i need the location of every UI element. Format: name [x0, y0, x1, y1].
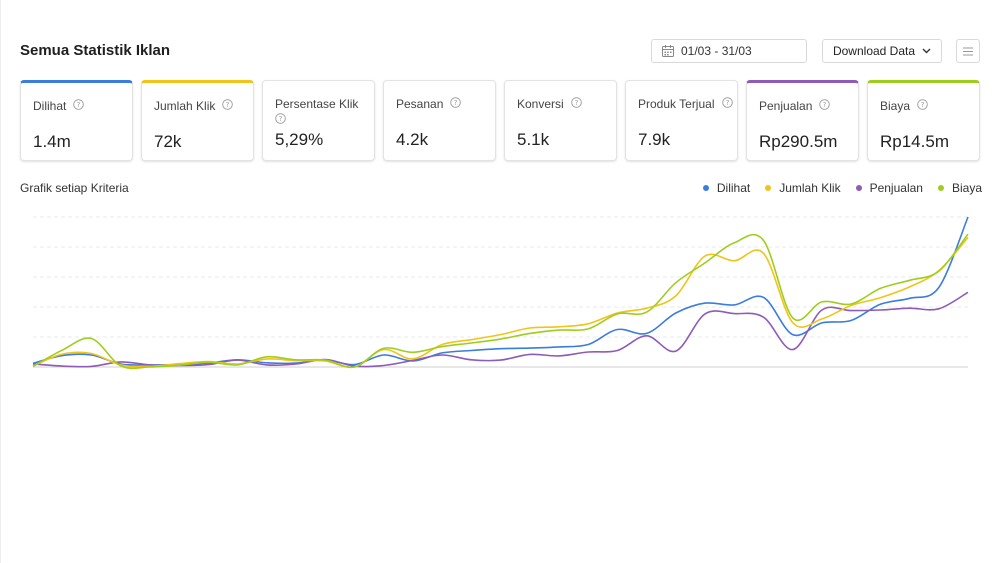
metric-value: 72k — [154, 132, 182, 151]
metric-card-konversi[interactable]: Konversi? 5.1k — [504, 80, 617, 161]
calendar-icon — [662, 45, 674, 57]
legend-label: Dilihat — [716, 181, 751, 195]
svg-text:?: ? — [279, 115, 283, 123]
metric-card-pesanan[interactable]: Pesanan? 4.2k — [383, 80, 496, 161]
metric-card-produk-terjual[interactable]: Produk Terjual? 7.9k — [625, 80, 738, 161]
metric-value: 7.9k — [638, 130, 671, 149]
legend-item-dilihat[interactable]: Dilihat — [702, 181, 751, 195]
left-rule — [0, 0, 1, 563]
legend-item-biaya[interactable]: Biaya — [937, 181, 982, 195]
metric-card-dilihat[interactable]: Dilihat? 1.4m — [20, 80, 133, 161]
chevron-down-icon — [922, 48, 931, 54]
metric-card-persentase-klik[interactable]: Persentase Klik? 5,29% — [262, 80, 375, 161]
legend-label: Biaya — [951, 181, 982, 195]
help-icon[interactable]: ? — [73, 99, 85, 113]
help-icon[interactable]: ? — [222, 99, 234, 113]
svg-text:?: ? — [454, 99, 458, 107]
metric-label: Jumlah Klik — [154, 99, 216, 113]
page-title: Semua Statistik Iklan — [20, 42, 171, 59]
legend-label: Penjualan — [869, 181, 923, 195]
metric-value: 5.1k — [517, 130, 550, 149]
svg-text:?: ? — [226, 101, 230, 109]
metric-card-biaya[interactable]: Biaya? Rp14.5m — [867, 80, 980, 161]
metric-label: Pesanan — [396, 97, 444, 111]
help-icon[interactable]: ? — [275, 113, 371, 127]
chart-legend: Dilihat Jumlah Klik Penjualan Biaya — [688, 181, 982, 195]
legend-item-penjualan[interactable]: Penjualan — [855, 181, 923, 195]
chart-title: Grafik setiap Kriteria — [20, 181, 129, 195]
metric-label: Produk Terjual — [638, 97, 715, 111]
metric-value: Rp14.5m — [880, 132, 949, 151]
download-data-button[interactable]: Download Data — [822, 39, 942, 63]
header: Semua Statistik Iklan 01/03 - 31/03 Down… — [0, 0, 1000, 80]
metric-value: Rp290.5m — [759, 132, 838, 151]
svg-text:?: ? — [823, 101, 827, 109]
metric-label: Penjualan — [759, 99, 813, 113]
svg-text:?: ? — [725, 99, 729, 107]
series-line-jumlah-klik — [32, 236, 969, 369]
metric-label: Biaya — [880, 99, 911, 113]
svg-text:?: ? — [77, 101, 81, 109]
metric-value: 1.4m — [33, 132, 71, 151]
metric-label: Persentase Klik — [275, 97, 359, 111]
hamburger-icon — [963, 47, 973, 55]
help-icon[interactable]: ? — [450, 97, 462, 111]
metric-value: 4.2k — [396, 130, 429, 149]
help-icon[interactable]: ? — [721, 97, 733, 111]
legend-dot-icon — [855, 185, 862, 191]
help-icon[interactable]: ? — [917, 99, 928, 113]
metric-card-jumlah-klik[interactable]: Jumlah Klik? 72k — [141, 80, 254, 161]
menu-button[interactable] — [956, 39, 980, 63]
svg-text:?: ? — [574, 99, 578, 107]
series-line-penjualan — [32, 291, 969, 368]
date-range-picker[interactable]: 01/03 - 31/03 — [651, 39, 807, 63]
metric-label: Konversi — [517, 97, 564, 111]
download-data-label: Download Data — [832, 44, 916, 58]
metric-cards: Dilihat? 1.4m Jumlah Klik? 72k Persentas… — [20, 80, 982, 162]
metric-value: 5,29% — [275, 130, 324, 149]
series-line-dilihat — [32, 216, 969, 366]
help-icon[interactable]: ? — [819, 99, 831, 113]
legend-dot-icon — [937, 185, 944, 191]
svg-text:?: ? — [921, 101, 925, 109]
date-range-text: 01/03 - 31/03 — [681, 44, 752, 58]
legend-dot-icon — [765, 185, 772, 191]
metric-card-penjualan[interactable]: Penjualan? Rp290.5m — [746, 80, 859, 161]
line-chart[interactable] — [0, 200, 1000, 375]
series-line-biaya — [32, 233, 969, 370]
metric-label: Dilihat — [33, 99, 67, 113]
legend-dot-icon — [702, 185, 709, 191]
legend-label: Jumlah Klik — [779, 181, 841, 195]
help-icon[interactable]: ? — [570, 97, 582, 111]
legend-item-jumlah-klik[interactable]: Jumlah Klik — [765, 181, 841, 195]
